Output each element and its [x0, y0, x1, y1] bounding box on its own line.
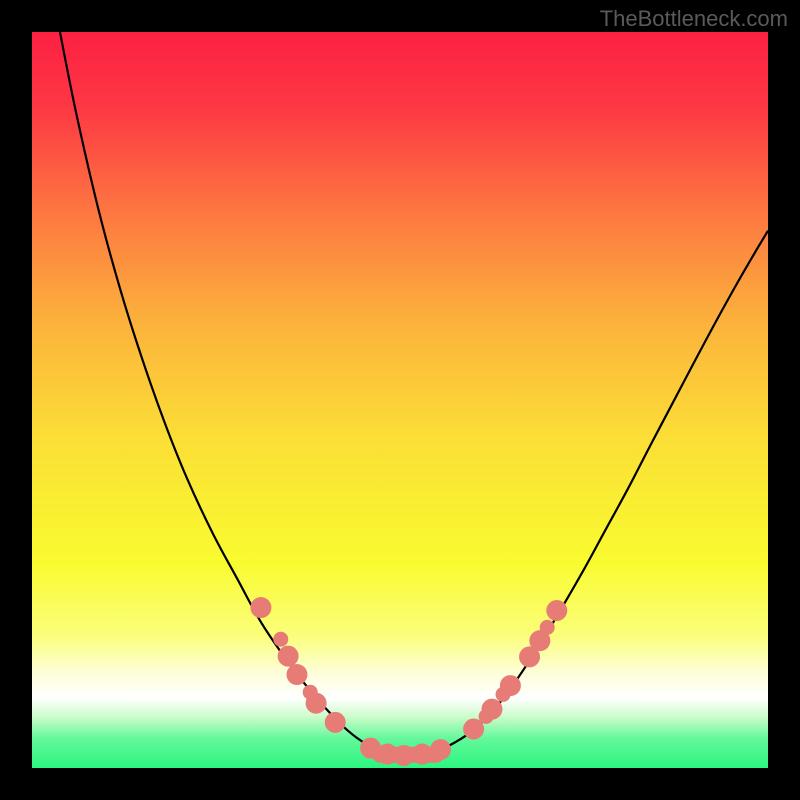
watermark-text: TheBottleneck.com — [600, 6, 788, 32]
data-marker — [273, 632, 288, 647]
data-marker — [306, 693, 327, 714]
data-marker — [546, 600, 567, 621]
data-marker — [286, 664, 307, 685]
data-markers — [250, 597, 567, 766]
chart-overlay — [32, 32, 768, 768]
data-marker — [325, 712, 346, 733]
data-marker — [500, 675, 521, 696]
data-marker — [482, 699, 503, 720]
optimal-range-bar — [372, 747, 444, 763]
bottleneck-chart — [32, 32, 768, 768]
data-marker — [540, 620, 555, 635]
data-marker — [278, 646, 299, 667]
data-marker — [250, 597, 271, 618]
bottleneck-curve — [60, 32, 768, 755]
